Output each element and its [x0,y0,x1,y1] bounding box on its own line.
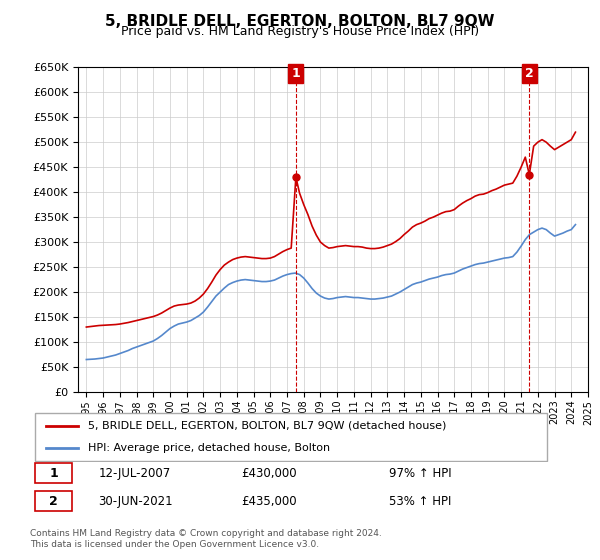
Text: £430,000: £430,000 [241,466,297,480]
Text: 1: 1 [292,67,300,80]
FancyBboxPatch shape [35,463,72,483]
Text: 2: 2 [525,67,533,80]
Text: 30-JUN-2021: 30-JUN-2021 [98,494,173,508]
Text: 1: 1 [49,466,58,480]
Text: 5, BRIDLE DELL, EGERTON, BOLTON, BL7 9QW (detached house): 5, BRIDLE DELL, EGERTON, BOLTON, BL7 9QW… [88,421,446,431]
Text: 5, BRIDLE DELL, EGERTON, BOLTON, BL7 9QW: 5, BRIDLE DELL, EGERTON, BOLTON, BL7 9QW [105,14,495,29]
FancyBboxPatch shape [35,491,72,511]
Text: 97% ↑ HPI: 97% ↑ HPI [389,466,452,480]
Text: 53% ↑ HPI: 53% ↑ HPI [389,494,451,508]
Text: £435,000: £435,000 [241,494,297,508]
FancyBboxPatch shape [35,413,547,461]
Text: HPI: Average price, detached house, Bolton: HPI: Average price, detached house, Bolt… [88,443,330,453]
Text: Contains HM Land Registry data © Crown copyright and database right 2024.
This d: Contains HM Land Registry data © Crown c… [30,529,382,549]
Text: Price paid vs. HM Land Registry's House Price Index (HPI): Price paid vs. HM Land Registry's House … [121,25,479,38]
Text: 2: 2 [49,494,58,508]
Text: 12-JUL-2007: 12-JUL-2007 [98,466,171,480]
